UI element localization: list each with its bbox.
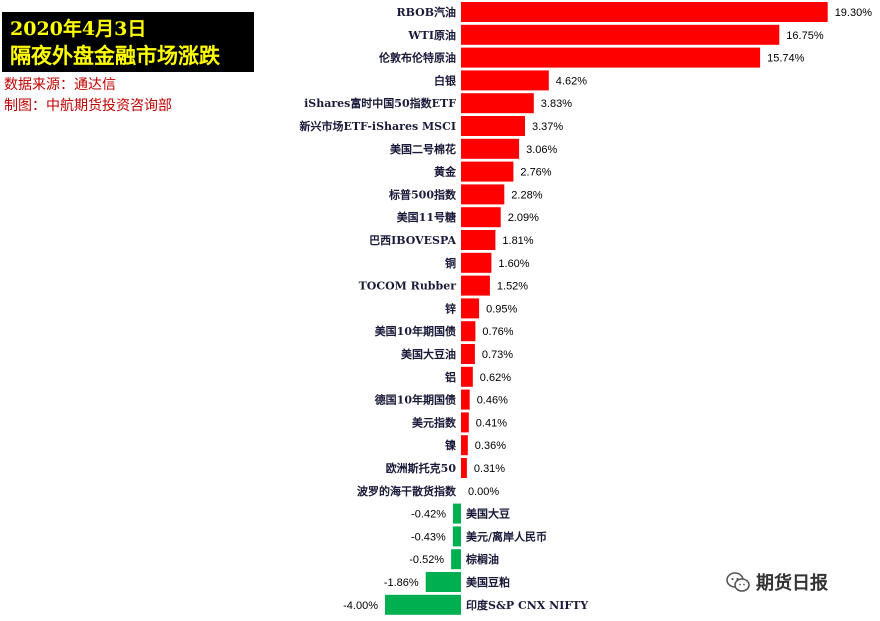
value-label: -0.43% <box>411 531 446 543</box>
bar <box>461 161 514 182</box>
watermark-text: 期货日报 <box>756 573 828 594</box>
value-label: -1.86% <box>384 577 419 589</box>
bar <box>452 526 461 547</box>
bar <box>461 230 496 250</box>
category-label: 美国二号棉花 <box>390 142 456 156</box>
category-label: RBOB汽油 <box>396 5 456 19</box>
bar <box>461 70 549 91</box>
bar <box>453 503 461 524</box>
value-label: 0.62% <box>480 372 511 384</box>
bar <box>385 594 461 615</box>
bar <box>461 458 467 478</box>
bar <box>451 549 461 570</box>
category-label: 巴西IBOVESPA <box>369 234 456 247</box>
category-label: 印度S&P CNX NIFTY <box>466 598 588 612</box>
bar <box>425 572 461 592</box>
category-label: 铜 <box>444 256 456 270</box>
category-label: 美国大豆油 <box>401 347 456 361</box>
bar <box>461 184 505 205</box>
data-source-note: 数据来源：通达信 <box>4 77 116 93</box>
category-label: 伦敦布伦特原油 <box>379 51 456 65</box>
value-label: 0.46% <box>477 395 508 407</box>
value-label: 3.37% <box>532 121 563 133</box>
bar <box>461 207 501 228</box>
bar <box>461 366 473 387</box>
value-label: 3.06% <box>526 144 557 156</box>
bar <box>461 252 492 273</box>
category-label: 欧洲斯托克50 <box>386 461 457 475</box>
bar <box>461 298 480 319</box>
value-label: 1.60% <box>498 258 529 270</box>
bar <box>461 412 469 433</box>
category-label: 美国豆粕 <box>466 575 510 589</box>
bar <box>461 47 761 68</box>
category-label: 铝 <box>445 370 456 384</box>
value-label: 1.81% <box>502 235 533 247</box>
value-label: 4.62% <box>556 75 587 87</box>
category-label: 美元指数 <box>412 415 457 429</box>
value-label: -0.52% <box>409 554 444 566</box>
category-label: WTI原油 <box>407 28 456 42</box>
value-label: 16.75% <box>786 30 824 42</box>
value-label: 0.95% <box>486 303 517 315</box>
bar <box>461 116 525 136</box>
title-date: 2020年4月3日 <box>10 18 147 40</box>
value-label: 0.41% <box>476 417 507 429</box>
title-box: 2020年4月3日 隔夜外盘金融市场涨跌 <box>2 12 254 72</box>
chart-title: 隔夜外盘金融市场涨跌 <box>10 43 220 68</box>
value-label: 15.74% <box>767 53 805 65</box>
category-label: 波罗的海干散货指数 <box>357 484 457 498</box>
bar <box>461 389 470 410</box>
value-label: 1.52% <box>497 281 528 293</box>
value-label: -0.42% <box>411 509 446 521</box>
category-label: 标普500指数 <box>388 187 457 201</box>
bar <box>461 138 520 159</box>
category-label: 黄金 <box>434 165 457 179</box>
category-label: iShares富时中国50指数ETF <box>304 96 456 110</box>
category-label: 美国11号糖 <box>397 210 456 224</box>
category-label: 白银 <box>434 73 457 87</box>
category-label: TOCOM Rubber <box>359 280 457 293</box>
value-label: 2.76% <box>520 167 551 179</box>
category-label: 镍 <box>445 438 456 452</box>
wechat-icon <box>726 572 750 592</box>
bar <box>461 93 534 114</box>
value-label: 0.00% <box>468 486 499 498</box>
category-label: 锌 <box>445 301 456 315</box>
value-label: 0.73% <box>482 349 513 361</box>
value-label: 2.28% <box>511 189 542 201</box>
value-label: 3.83% <box>541 98 572 110</box>
value-label: 0.76% <box>482 326 513 338</box>
bar <box>461 344 475 364</box>
bar <box>461 275 490 296</box>
chart-maker-note: 制图：中航期货投资咨询部 <box>4 98 172 114</box>
bar <box>461 435 468 456</box>
value-label: 0.31% <box>474 463 505 475</box>
value-label: 0.36% <box>475 440 506 452</box>
value-label: -4.00% <box>343 600 378 612</box>
category-label: 美国10年期国债 <box>375 324 456 338</box>
bar <box>461 321 476 342</box>
category-label: 棕榈油 <box>465 552 499 566</box>
category-label: 德国10年期国债 <box>374 393 456 407</box>
watermark: 期货日报 <box>726 568 828 596</box>
bar <box>461 24 780 45</box>
bar <box>461 2 828 22</box>
category-label: 新兴市场ETF-iShares MSCI <box>299 119 456 133</box>
category-label: 美国大豆 <box>466 507 510 521</box>
value-label: 19.30% <box>835 7 873 19</box>
value-label: 2.09% <box>508 212 539 224</box>
category-label: 美元/离岸人民币 <box>466 529 547 543</box>
